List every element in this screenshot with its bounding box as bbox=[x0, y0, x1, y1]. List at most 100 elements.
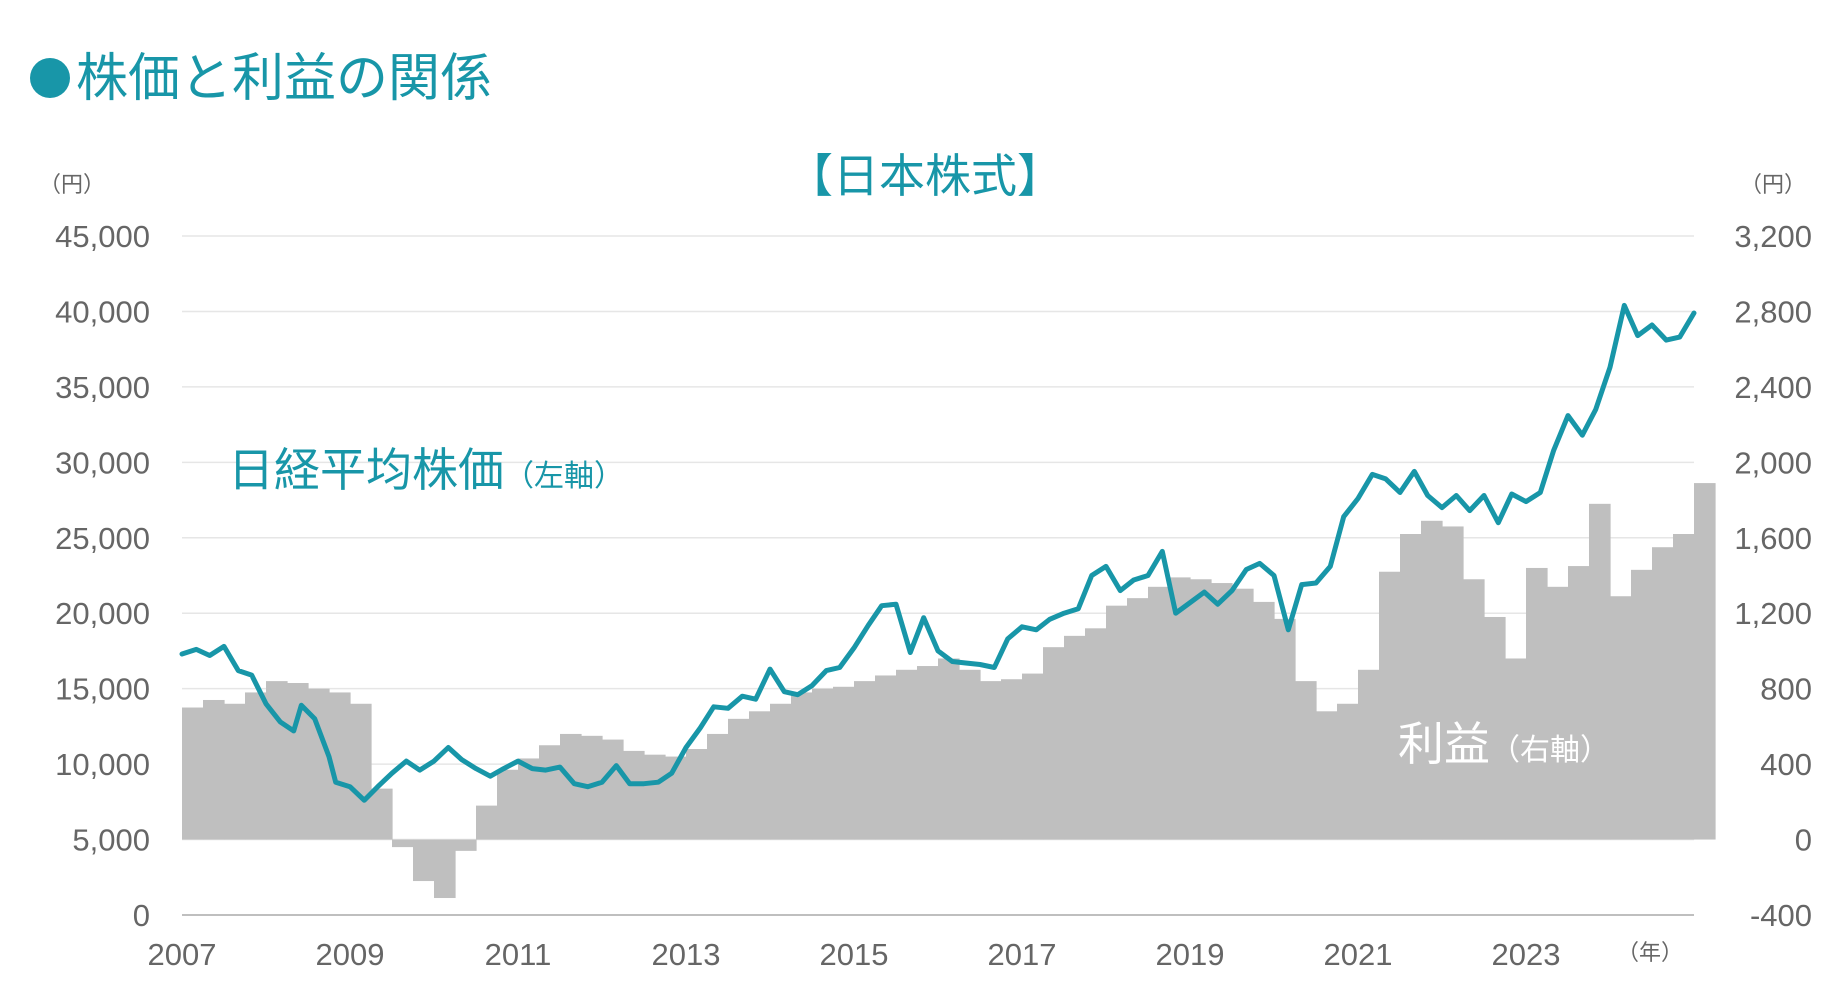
earnings-bar bbox=[1673, 534, 1695, 840]
earnings-bar bbox=[728, 718, 750, 840]
right-tick-label: 1,600 bbox=[1734, 521, 1812, 556]
earnings-bar bbox=[1316, 711, 1338, 840]
earnings-bar bbox=[392, 839, 414, 848]
left-tick-label: 30,000 bbox=[55, 445, 150, 480]
earnings-bar bbox=[1085, 628, 1107, 840]
earnings-bar bbox=[1253, 601, 1275, 840]
right-tick-label: 0 bbox=[1795, 823, 1812, 858]
earnings-bar bbox=[203, 699, 225, 840]
earnings-bar bbox=[476, 805, 498, 840]
earnings-bar bbox=[833, 686, 855, 840]
earnings-bar bbox=[182, 707, 204, 840]
nikkei-axis-note: （左軸） bbox=[504, 459, 624, 494]
earnings-bar bbox=[1631, 569, 1653, 840]
right-tick-label: 2,000 bbox=[1734, 445, 1812, 480]
right-axis-unit: （円） bbox=[1740, 173, 1806, 198]
earnings-bar bbox=[749, 711, 771, 840]
earnings-bar bbox=[1001, 679, 1023, 840]
earnings-bar bbox=[434, 839, 456, 899]
earnings-bar bbox=[1379, 571, 1401, 840]
left-tick-label: 25,000 bbox=[55, 521, 150, 556]
earnings-bar bbox=[1547, 586, 1569, 840]
x-tick-label: 2023 bbox=[1492, 937, 1561, 972]
x-tick-label: 2013 bbox=[652, 937, 721, 972]
earnings-bar bbox=[1127, 598, 1149, 840]
earnings-bar bbox=[1610, 596, 1632, 840]
earnings-bar bbox=[686, 749, 708, 840]
earnings-bar bbox=[665, 756, 687, 840]
page-title-text: 株価と利益の関係 bbox=[76, 49, 493, 109]
right-tick-label: 1,200 bbox=[1734, 596, 1812, 631]
earnings-bar bbox=[518, 758, 540, 840]
right-tick-label: -400 bbox=[1750, 898, 1812, 933]
x-tick-label: 2009 bbox=[316, 937, 385, 972]
earnings-bar bbox=[1526, 567, 1548, 840]
earnings-bar bbox=[1169, 577, 1191, 840]
earnings-bar bbox=[938, 658, 960, 840]
chart-title: 【日本株式】 bbox=[787, 149, 1063, 203]
earnings-bar bbox=[812, 688, 834, 840]
left-axis-unit: （円） bbox=[39, 173, 105, 198]
earnings-bars bbox=[182, 483, 1716, 899]
right-tick-label: 2,400 bbox=[1734, 370, 1812, 405]
nikkei-series-name: 日経平均株価 bbox=[228, 443, 504, 497]
nikkei-line-layer bbox=[179, 302, 1697, 803]
earnings-bar bbox=[308, 688, 330, 840]
axes: 0 -400 5,000 0 10,000 400 15,000 800 20,000 1,200… bbox=[55, 219, 1812, 972]
earnings-bar bbox=[329, 692, 351, 840]
earnings-bar bbox=[1022, 673, 1044, 840]
earnings-bar bbox=[623, 750, 645, 840]
earnings-bar bbox=[1568, 566, 1590, 840]
earnings-bar bbox=[770, 703, 792, 840]
earnings-bar bbox=[1232, 588, 1254, 840]
earnings-bar bbox=[1337, 703, 1359, 840]
earnings-bar bbox=[917, 666, 939, 840]
x-tick-label: 2019 bbox=[1156, 937, 1225, 972]
earnings-bar bbox=[791, 692, 813, 840]
page-title: 株価と利益の関係 bbox=[30, 36, 492, 111]
left-tick-label: 5,000 bbox=[72, 823, 150, 858]
earnings-bar bbox=[1106, 605, 1128, 840]
earnings-bar bbox=[1652, 547, 1674, 840]
earnings-bar bbox=[455, 839, 477, 851]
earnings-bar bbox=[1505, 658, 1527, 840]
earnings-bar bbox=[875, 675, 897, 840]
earnings-bar bbox=[1190, 579, 1212, 840]
earnings-bar bbox=[602, 739, 624, 840]
left-tick-label: 20,000 bbox=[55, 596, 150, 631]
left-tick-label: 45,000 bbox=[55, 219, 150, 254]
bullet-dot-icon bbox=[30, 58, 70, 98]
earnings-bar bbox=[371, 788, 393, 840]
nikkei-series-label: 日経平均株価（左軸） bbox=[228, 443, 624, 497]
earnings-bar bbox=[1295, 681, 1317, 840]
earnings-bar bbox=[1358, 669, 1380, 840]
x-axis-unit: （年） bbox=[1617, 941, 1683, 966]
earnings-bar bbox=[1463, 579, 1485, 840]
earnings-bar bbox=[1274, 618, 1296, 840]
earnings-bar bbox=[896, 669, 918, 840]
earnings-bar bbox=[1211, 583, 1233, 840]
earnings-bar bbox=[1400, 534, 1422, 840]
earnings-bar bbox=[854, 681, 876, 840]
earnings-axis-note: （右軸） bbox=[1490, 733, 1610, 768]
earnings-bar bbox=[1694, 483, 1716, 840]
earnings-bar bbox=[1421, 520, 1443, 840]
earnings-bar bbox=[1148, 586, 1170, 840]
earnings-bar bbox=[413, 839, 435, 882]
x-tick-label: 2011 bbox=[485, 937, 552, 972]
earnings-series-name: 利益 bbox=[1398, 717, 1490, 771]
earnings-series-label: 利益（右軸） bbox=[1398, 717, 1610, 771]
earnings-bar bbox=[644, 754, 666, 840]
right-tick-label: 400 bbox=[1760, 747, 1812, 782]
earnings-bar bbox=[245, 692, 267, 840]
left-tick-label: 15,000 bbox=[55, 672, 150, 707]
earnings-bar bbox=[1064, 635, 1086, 840]
left-tick-label: 40,000 bbox=[55, 294, 150, 329]
earnings-bar bbox=[1442, 526, 1464, 840]
earnings-bar bbox=[497, 769, 519, 840]
earnings-bar bbox=[959, 669, 981, 840]
earnings-bar bbox=[707, 733, 729, 840]
x-tick-label: 2007 bbox=[148, 937, 217, 972]
right-tick-label: 2,800 bbox=[1734, 294, 1812, 329]
